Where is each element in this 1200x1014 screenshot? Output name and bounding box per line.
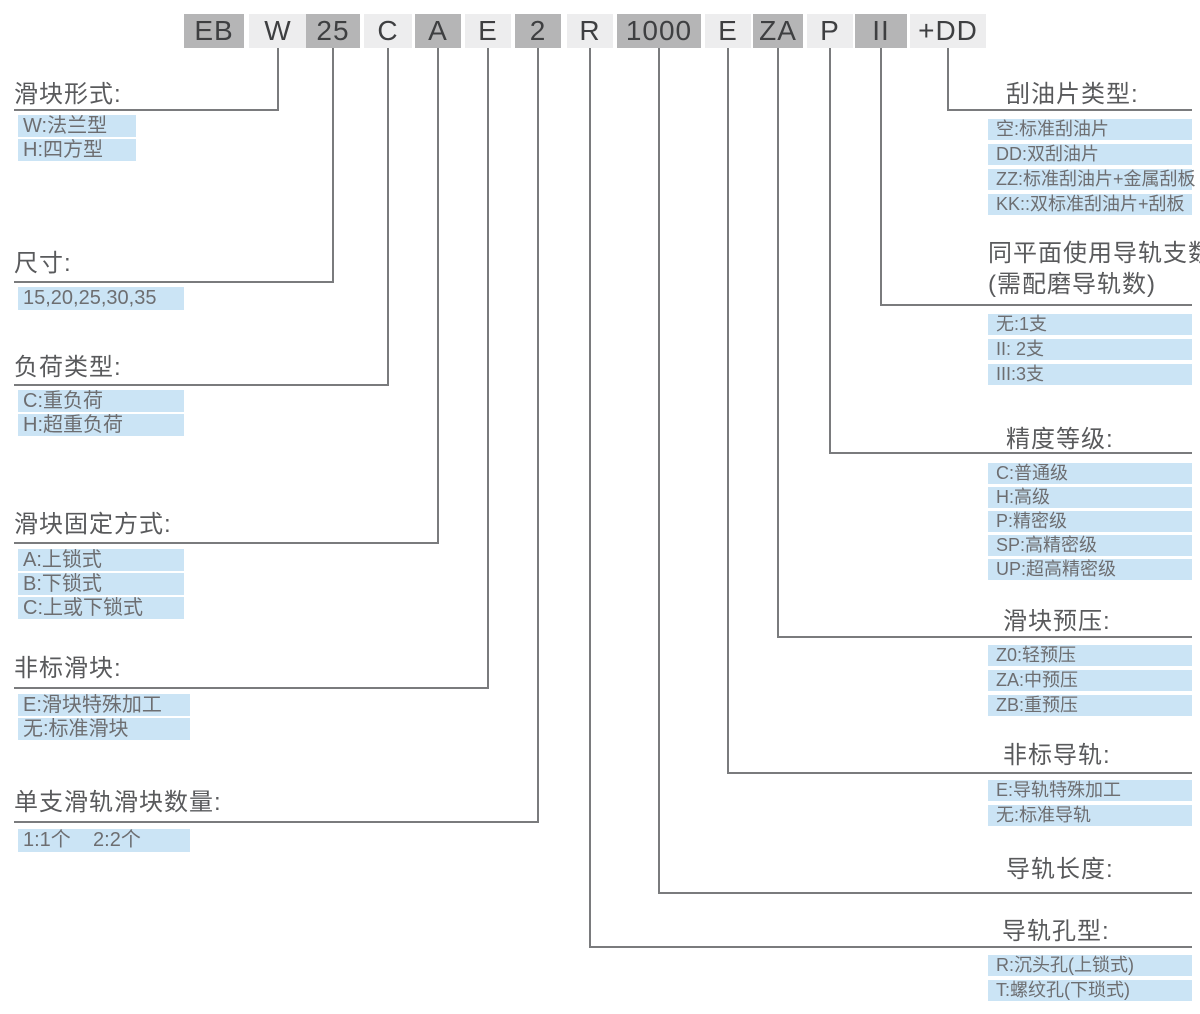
option-item: 无:标准导轨 bbox=[988, 805, 1192, 826]
section-rails-same-plane-title: 同平面使用导轨支数 bbox=[988, 240, 1200, 267]
section-accuracy-grade-underline bbox=[829, 452, 1192, 454]
section-slider-form-title: 滑块形式: bbox=[14, 81, 122, 108]
connector-line-1000 bbox=[658, 48, 660, 894]
code-segment-25: 25 bbox=[306, 14, 360, 48]
option-item: KK::双标准刮油片+刮板 bbox=[988, 194, 1192, 215]
option-item: P:精密级 bbox=[988, 511, 1192, 532]
connector-line-e bbox=[487, 48, 489, 689]
section-rail-hole-type-underline bbox=[589, 946, 1192, 948]
section-scraper-type-underline bbox=[947, 109, 1192, 111]
option-item: H:超重负荷 bbox=[18, 414, 184, 436]
connector-line-p bbox=[829, 48, 831, 454]
section-sliders-per-rail-title: 单支滑轨滑块数量: bbox=[14, 789, 222, 816]
connector-line-c bbox=[387, 48, 389, 386]
option-item: 无:标准滑块 bbox=[18, 718, 190, 740]
option-item: H:高级 bbox=[988, 487, 1192, 508]
section-rail-length-underline bbox=[658, 892, 1192, 894]
section-size-title: 尺寸: bbox=[14, 250, 72, 277]
option-item: III:3支 bbox=[988, 364, 1192, 385]
option-item: B:下锁式 bbox=[18, 573, 184, 595]
option-item: 无:1支 bbox=[988, 314, 1192, 335]
option-item: II: 2支 bbox=[988, 339, 1192, 360]
section-rails-same-plane-title2: (需配磨导轨数) bbox=[988, 271, 1156, 298]
option-item: W:法兰型 bbox=[18, 115, 136, 137]
section-slider-preload-underline bbox=[777, 636, 1192, 638]
option-item: E:导轨特殊加工 bbox=[988, 780, 1192, 801]
section-accuracy-grade-title: 精度等级: bbox=[1006, 426, 1114, 453]
code-segment-ii: II bbox=[855, 14, 907, 48]
code-segment-2: 2 bbox=[515, 14, 561, 48]
section-slider-preload-title: 滑块预压: bbox=[1003, 608, 1111, 635]
option-item: Z0:轻预压 bbox=[988, 645, 1192, 666]
section-slider-form-underline bbox=[14, 109, 279, 111]
connector-line-dd bbox=[947, 48, 949, 111]
code-segment-p: P bbox=[807, 14, 853, 48]
option-item: C:重负荷 bbox=[18, 390, 184, 412]
section-nonstandard-slider-underline bbox=[14, 687, 489, 689]
section-size-underline bbox=[14, 281, 334, 283]
option-item: SP:高精密级 bbox=[988, 535, 1192, 556]
section-load-type-title: 负荷类型: bbox=[14, 354, 122, 381]
code-segment-a: A bbox=[415, 14, 461, 48]
option-item: E:滑块特殊加工 bbox=[18, 694, 190, 716]
section-sliders-per-rail-underline bbox=[14, 821, 539, 823]
connector-line-2 bbox=[537, 48, 539, 823]
code-segment-dd: +DD bbox=[910, 14, 986, 48]
connector-line-ii bbox=[880, 48, 882, 306]
section-slider-fixing-title: 滑块固定方式: bbox=[14, 511, 172, 538]
section-load-type-underline bbox=[14, 384, 389, 386]
connector-line-a bbox=[437, 48, 439, 544]
section-rail-hole-type-title: 导轨孔型: bbox=[1002, 918, 1110, 945]
option-item: A:上锁式 bbox=[18, 549, 184, 571]
code-segment-eb: EB bbox=[184, 14, 244, 48]
connector-line-e2 bbox=[727, 48, 729, 774]
option-item: C:上或下锁式 bbox=[18, 597, 184, 619]
option-item: 1:1个 2:2个 bbox=[18, 829, 190, 852]
section-nonstandard-rail-title: 非标导轨: bbox=[1003, 742, 1111, 769]
option-item: T:螺纹孔(下琐式) bbox=[988, 980, 1192, 1001]
code-segment-w: W bbox=[249, 14, 307, 48]
option-item: ZB:重预压 bbox=[988, 695, 1192, 716]
code-segment-r: R bbox=[567, 14, 613, 48]
option-item: 空:标准刮油片 bbox=[988, 119, 1192, 140]
code-segment-1000: 1000 bbox=[617, 14, 701, 48]
code-segment-c: C bbox=[364, 14, 412, 48]
option-item: R:沉头孔(上锁式) bbox=[988, 955, 1192, 976]
connector-line-w bbox=[277, 48, 279, 111]
section-rail-length-title: 导轨长度: bbox=[1006, 856, 1114, 883]
code-segment-za: ZA bbox=[753, 14, 803, 48]
option-item: DD:双刮油片 bbox=[988, 144, 1192, 165]
connector-line-25 bbox=[332, 48, 334, 283]
connector-line-za bbox=[777, 48, 779, 638]
code-segment-e: E bbox=[465, 14, 511, 48]
option-item: C:普通级 bbox=[988, 463, 1192, 484]
code-segment-e2: E bbox=[705, 14, 751, 48]
option-item: ZZ:标准刮油片+金属刮板 bbox=[988, 169, 1196, 190]
connector-line-r bbox=[589, 48, 591, 948]
option-item: ZA:中预压 bbox=[988, 670, 1192, 691]
option-item: 15,20,25,30,35 bbox=[18, 287, 184, 310]
section-slider-fixing-underline bbox=[14, 542, 439, 544]
section-nonstandard-slider-title: 非标滑块: bbox=[14, 655, 122, 682]
option-item: UP:超高精密级 bbox=[988, 559, 1192, 580]
section-rails-same-plane-underline bbox=[880, 304, 1192, 306]
section-scraper-type-title: 刮油片类型: bbox=[1006, 81, 1139, 108]
section-nonstandard-rail-underline bbox=[727, 772, 1192, 774]
option-item: H:四方型 bbox=[18, 139, 136, 161]
